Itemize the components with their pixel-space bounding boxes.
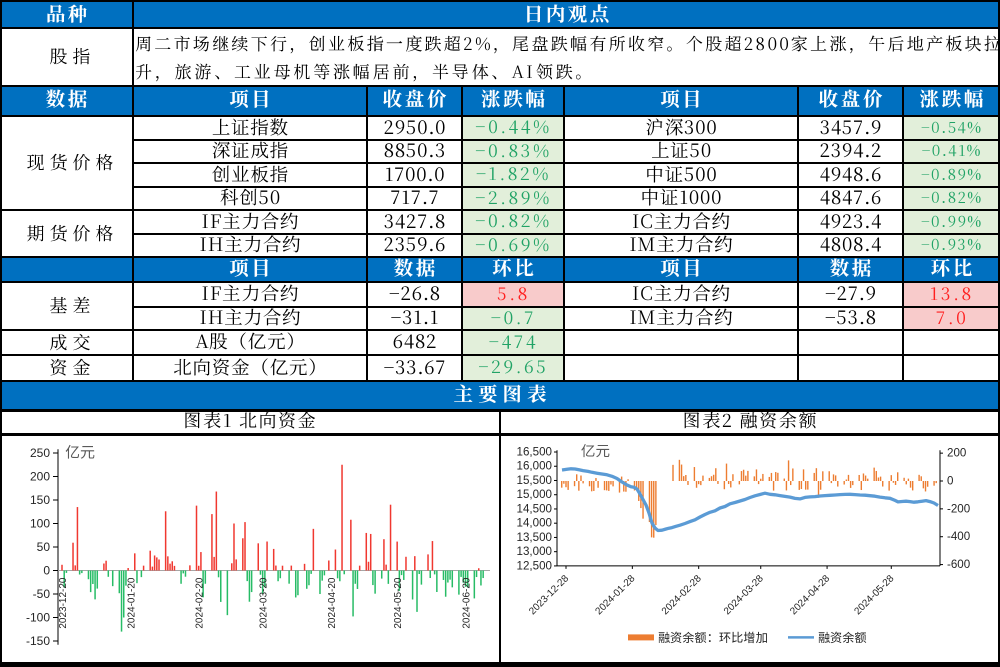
svg-text:2024-01-20: 2024-01-20 (126, 577, 137, 629)
svg-text:0: 0 (43, 564, 50, 578)
svg-text:13,500: 13,500 (517, 531, 552, 544)
svg-text:13,000: 13,000 (517, 545, 552, 558)
svg-text:2024-05-20: 2024-05-20 (393, 577, 404, 629)
svg-text:200: 200 (30, 470, 50, 484)
svg-text:-200: -200 (947, 502, 970, 515)
svg-text:2023-12-20: 2023-12-20 (58, 577, 69, 629)
svg-text:16,500: 16,500 (517, 446, 552, 459)
svg-text:-400: -400 (947, 530, 970, 543)
svg-text:2024-04-28: 2024-04-28 (788, 573, 832, 617)
svg-text:融资余额: 融资余额 (818, 628, 868, 646)
svg-text:2024-05-28: 2024-05-28 (852, 573, 896, 617)
svg-text:-100: -100 (26, 611, 50, 625)
svg-text:亿元: 亿元 (581, 440, 610, 461)
svg-text:150: 150 (30, 493, 50, 507)
svg-text:-600: -600 (947, 558, 970, 571)
svg-text:15,000: 15,000 (517, 488, 552, 501)
svg-text:50: 50 (37, 540, 51, 554)
svg-text:2023-12-28: 2023-12-28 (527, 573, 571, 617)
svg-text:14,000: 14,000 (517, 517, 552, 530)
svg-text:2024-03-28: 2024-03-28 (722, 573, 766, 617)
svg-text:2024-03-20: 2024-03-20 (259, 577, 270, 629)
svg-text:2024-02-28: 2024-02-28 (660, 573, 704, 617)
svg-text:0: 0 (947, 475, 953, 488)
svg-text:2024-04-20: 2024-04-20 (327, 577, 338, 629)
svg-text:融资余额：环比增加: 融资余额：环比增加 (658, 628, 768, 646)
svg-text:2024-01-28: 2024-01-28 (594, 573, 638, 617)
svg-text:16,000: 16,000 (517, 460, 552, 473)
svg-text:15,500: 15,500 (517, 474, 552, 487)
svg-text:亿元: 亿元 (65, 442, 95, 463)
svg-text:200: 200 (947, 447, 966, 460)
svg-text:-150: -150 (26, 634, 50, 648)
svg-text:12,500: 12,500 (517, 559, 552, 572)
svg-text:250: 250 (30, 446, 50, 460)
svg-text:14,500: 14,500 (517, 502, 552, 515)
svg-text:2024-02-20: 2024-02-20 (195, 577, 206, 629)
svg-text:-50: -50 (33, 587, 51, 601)
svg-text:100: 100 (30, 517, 50, 531)
svg-text:2024-06-20: 2024-06-20 (462, 577, 473, 629)
